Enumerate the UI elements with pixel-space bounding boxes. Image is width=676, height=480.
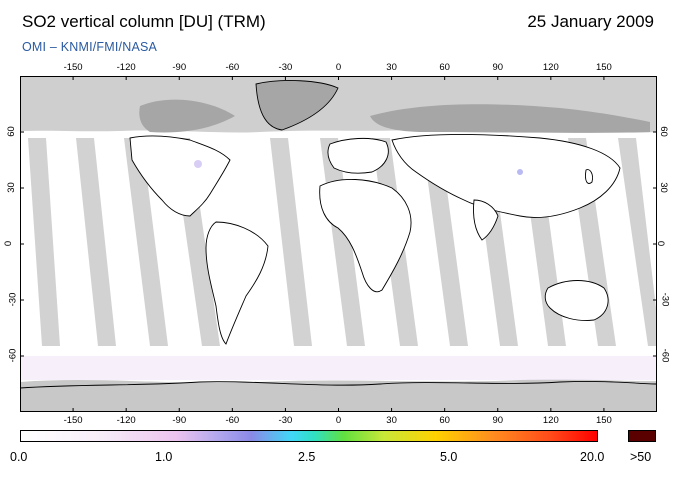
greenland-shape: [256, 80, 338, 130]
colorbar-label-4: 20.0: [580, 450, 605, 464]
lon-label-bottom: -150: [63, 415, 83, 426]
lon-label-bottom: -90: [172, 415, 187, 426]
coastlines: [20, 80, 657, 389]
lon-label-top: 30: [386, 62, 397, 73]
lat-ticks-right: [653, 131, 657, 357]
map-svg: [20, 76, 657, 412]
colorbar-overflow-label: >50: [630, 450, 652, 464]
lat-label-left: -60: [7, 348, 19, 363]
lon-label-bottom: 90: [492, 415, 504, 426]
colorbar-label-1: 1.0: [155, 450, 173, 464]
data-source-credit: OMI – KNMI/FMI/NASA: [22, 40, 158, 54]
lon-label-bottom: 0: [335, 415, 342, 426]
lat-label-left: -30: [7, 292, 19, 307]
lat-label-right: -30: [659, 292, 671, 307]
lon-label-top: 90: [492, 62, 504, 73]
lon-label-top: 150: [595, 62, 612, 73]
map-title: SO2 vertical column [DU] (TRM): [22, 12, 266, 31]
colorbar-label-3: 5.0: [440, 450, 458, 464]
overflow-color-box: [628, 430, 656, 442]
lon-ticks-bottom: [72, 408, 605, 412]
lon-label-top: -120: [116, 62, 136, 73]
lon-label-top: -90: [172, 62, 187, 73]
lat-label-right: -60: [659, 348, 671, 363]
canadian-arctic-shape: [139, 99, 235, 133]
antarctic-no-data: [20, 379, 657, 412]
lon-label-top: 60: [439, 62, 450, 73]
lon-label-top: -60: [225, 62, 240, 73]
lon-label-top: 0: [335, 62, 342, 73]
lat-label-right: 60: [657, 126, 669, 137]
lat-label-left: 30: [5, 182, 17, 193]
colorbar-label-0: 0.0: [10, 450, 28, 464]
lon-ticks-top: [72, 76, 605, 80]
lon-label-top: -30: [278, 62, 293, 73]
siberia-shape: [370, 104, 650, 133]
so2-colorbar: [20, 430, 598, 442]
colorbar-label-2: 2.5: [298, 450, 316, 464]
lon-label-bottom: -60: [225, 415, 240, 426]
lat-label-left: 60: [5, 126, 17, 137]
lon-label-bottom: 150: [595, 415, 612, 426]
lat-label-right: 0: [655, 240, 667, 247]
lon-label-bottom: 120: [542, 415, 559, 426]
so2-signals: [20, 160, 657, 380]
lon-label-bottom: 60: [439, 415, 450, 426]
map-date: 25 January 2009: [527, 12, 654, 31]
lat-label-left: 0: [3, 240, 15, 247]
so2-map: [20, 76, 657, 412]
lon-label-bottom: 30: [386, 415, 397, 426]
lon-label-bottom: -30: [278, 415, 293, 426]
lon-label-top: -150: [63, 62, 83, 73]
lon-label-bottom: -120: [116, 415, 136, 426]
lat-ticks-left: [20, 131, 24, 357]
lon-label-top: 120: [542, 62, 559, 73]
lat-label-right: 30: [657, 182, 669, 193]
